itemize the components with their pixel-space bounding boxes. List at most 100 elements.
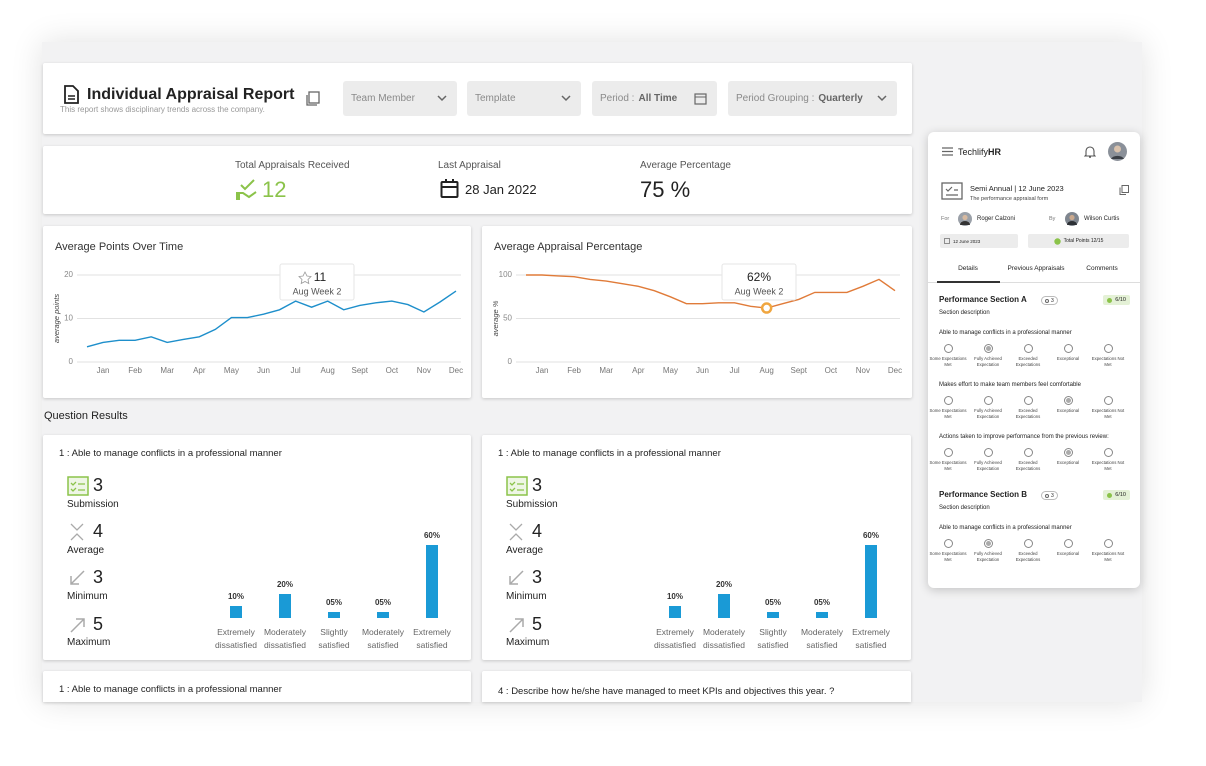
stat-label: Maximum [67, 637, 111, 648]
radio-dot [1065, 398, 1071, 403]
points-chip: Total Points 12/15 [1028, 234, 1129, 248]
template-dropdown[interactable]: Template [467, 81, 581, 116]
section-description: Section description [939, 505, 990, 511]
option[interactable]: Expectations Not Met [1088, 539, 1128, 563]
question-title: 4 : Describe how he/she have managed to … [498, 686, 835, 697]
bar-value-label: 05% [764, 597, 781, 607]
option[interactable]: Some Expectations Met [928, 539, 968, 563]
option-label: Exceptional [1056, 408, 1080, 413]
section-description: Section description [939, 310, 990, 316]
bar [816, 611, 828, 618]
x-tick-label: Oct [386, 366, 399, 375]
radio [1103, 539, 1113, 548]
option[interactable]: Exceeded Expectations [1008, 539, 1048, 563]
x-tick-label: Oct [825, 366, 838, 375]
option[interactable]: Expectations Not Met [1088, 396, 1128, 420]
stat-label: Total Appraisals Received [235, 160, 350, 171]
option[interactable]: Exceeded Expectations [1008, 396, 1048, 420]
bar [279, 593, 291, 618]
question-text: Able to manage conflicts in a profession… [939, 330, 1072, 336]
tab[interactable]: Previous Appraisals [1007, 265, 1065, 272]
stat-label: Maximum [506, 637, 550, 648]
stat-value: 28 Jan 2022 [465, 182, 537, 197]
count: 3 [1051, 297, 1054, 304]
bar-category-label: Extremely satisfied [413, 627, 451, 650]
bar-value-label: 05% [325, 597, 342, 607]
bell-icon[interactable] [1084, 145, 1096, 158]
avatar[interactable] [1108, 142, 1127, 161]
option[interactable]: Exceptional [1048, 539, 1088, 563]
option[interactable]: Expectations Not Met [1088, 448, 1128, 472]
dropdown-label: Template [475, 93, 516, 104]
radio [1103, 344, 1113, 353]
option-label: Fully Achieved Expectation [974, 551, 1002, 562]
bar-category-label: Extremely satisfied [852, 627, 890, 650]
stat-label: Last Appraisal [438, 160, 501, 171]
tab[interactable]: Comments [1086, 265, 1118, 272]
copy-icon[interactable] [1119, 185, 1129, 195]
y-tick-label: 0 [508, 357, 513, 366]
radio [1103, 396, 1113, 405]
question-text: Able to manage conflicts in a profession… [939, 525, 1072, 531]
score: 6/10 [1115, 297, 1126, 303]
x-tick-label: Jun [696, 366, 709, 375]
data-line [86, 290, 457, 348]
tab[interactable]: Details [958, 265, 978, 272]
option[interactable]: Exceeded Expectations [1008, 344, 1048, 368]
option[interactable]: Some Expectations Met [928, 448, 968, 472]
option-label: Exceeded Expectations [1015, 356, 1041, 367]
radio [943, 448, 953, 457]
option[interactable]: Expectations Not Met [1088, 344, 1128, 368]
question-text: Actions taken to improve performance fro… [939, 434, 1109, 440]
brand: TechlifyHR [958, 147, 1001, 157]
tooltip [279, 263, 355, 301]
team-member-dropdown[interactable]: Team Member [343, 81, 457, 116]
option-label: Exceptional [1056, 356, 1080, 361]
period-dropdown[interactable]: Period : All Time [592, 81, 717, 116]
y-tick-label: 20 [64, 270, 73, 279]
stats-card: Total Appraisals Received 12 Last Apprai… [43, 146, 912, 214]
dropdown-value: All Time [638, 93, 678, 104]
option[interactable]: Fully Achieved Expectation [968, 448, 1008, 472]
option[interactable]: Fully Achieved Expectation [968, 539, 1008, 563]
x-tick-label: Nov [856, 366, 870, 375]
count-badge: 3 [1041, 491, 1058, 500]
x-tick-label: May [663, 366, 678, 375]
option[interactable]: Exceeded Expectations [1008, 448, 1048, 472]
mobile-preview: TechlifyHR Semi Annual | 12 June 2023 Th… [928, 132, 1140, 588]
x-tick-label: Sept [352, 366, 369, 375]
menu-icon[interactable] [942, 147, 953, 156]
x-tick-label: Nov [417, 366, 431, 375]
option[interactable]: Some Expectations Met [928, 344, 968, 368]
x-tick-label: Feb [128, 366, 142, 375]
radio-dot [985, 346, 991, 351]
chevron [561, 95, 571, 102]
option[interactable]: Exceptional [1048, 344, 1088, 368]
bar-value-label: 10% [666, 591, 683, 601]
option-label: Some Expectations Met [929, 551, 967, 562]
bar-value-label: 60% [862, 531, 879, 540]
question-title: 1 : Able to manage conflicts in a profes… [498, 448, 721, 459]
form-title: Semi Annual | 12 June 2023 [970, 184, 1064, 193]
tooltip-label: Aug Week 2 [735, 286, 784, 296]
option[interactable]: Fully Achieved Expectation [968, 344, 1008, 368]
radio [983, 539, 993, 548]
average-icon [509, 523, 523, 541]
option[interactable]: Exceptional [1048, 448, 1088, 472]
bar-category-label: Slightly satisfied [318, 627, 350, 650]
export-icon[interactable] [305, 91, 321, 107]
grouping-dropdown[interactable]: Period Grouping : Quarterly [728, 81, 897, 116]
option[interactable]: Some Expectations Met [928, 396, 968, 420]
stat-label: Submission [506, 499, 558, 510]
x-tick-label: Dec [449, 366, 463, 375]
dropdown-label: Team Member [351, 93, 415, 104]
option[interactable]: Fully Achieved Expectation [968, 396, 1008, 420]
total-points: Total Points 12/15 [1063, 238, 1104, 244]
option[interactable]: Exceptional [1048, 396, 1088, 420]
x-tick-label: Jul [729, 366, 739, 375]
score-chip: 6/10 [1103, 490, 1130, 500]
y-tick-label: 10 [64, 314, 73, 323]
x-tick-label: Jan [536, 366, 549, 375]
radio [1023, 396, 1033, 405]
